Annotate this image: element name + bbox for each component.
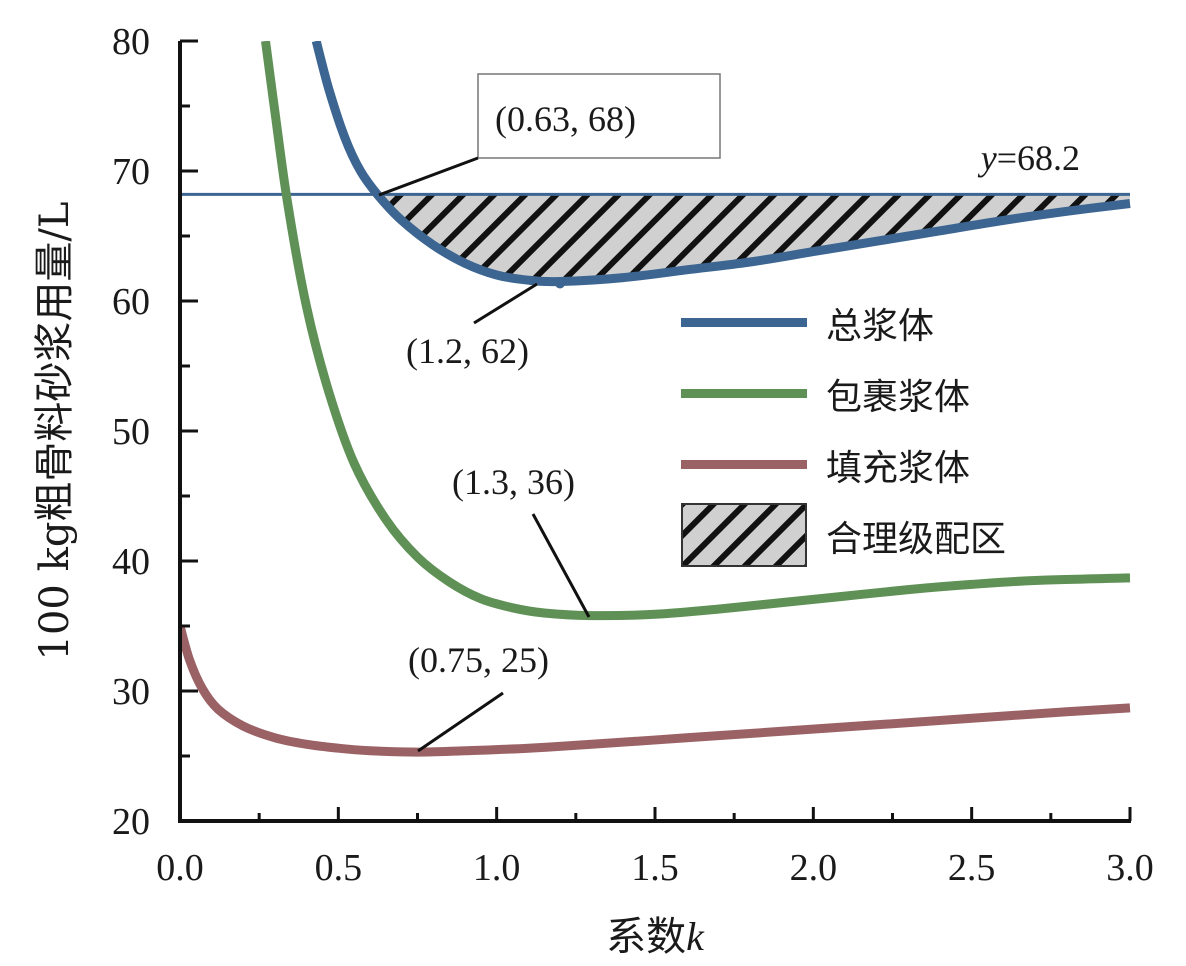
legend-item-reasonable-region: 合理级配区 — [681, 503, 1006, 567]
series-layer — [180, 41, 1131, 757]
annotation-leader-1-2-62 — [473, 282, 538, 325]
y-tick-labels: 20 30 40 50 60 70 80 — [112, 21, 150, 843]
y-tick-label: 20 — [112, 801, 150, 843]
x-tick-label: 1.0 — [473, 847, 521, 889]
x-tick-label: 3.0 — [1106, 847, 1154, 889]
legend: 总浆体 包裹浆体 填充浆体 合理级配区 — [681, 306, 1006, 567]
reference-line-label: y=68.2 — [978, 138, 1080, 178]
annotations: (0.63, 68) (1.2, 62) (1.3, 36) (0.75, 25… — [378, 73, 721, 753]
legend-swatch-filling-paste — [681, 460, 807, 469]
y-tick-label: 60 — [112, 281, 150, 323]
x-tick-label: 0.5 — [315, 847, 363, 889]
y-axis-title: 100 kg粗骨料砂浆用量/L — [32, 202, 78, 661]
legend-label-reasonable-region: 合理级配区 — [826, 519, 1006, 560]
x-tick-label: 0.0 — [156, 847, 204, 889]
annotation-label-1-2-62: (1.2, 62) — [406, 331, 529, 371]
x-tick-labels: 0.0 0.5 1.0 1.5 2.0 2.5 3.0 — [156, 847, 1154, 889]
legend-swatch-total-paste — [681, 318, 807, 327]
annotation-label-0-75-25: (0.75, 25) — [408, 640, 549, 680]
annotation-leader-1-3-36 — [531, 513, 591, 618]
series-line-total-paste — [311, 41, 1131, 287]
y-tick-label: 70 — [112, 151, 150, 193]
annotation-box-0-63-68 — [477, 73, 721, 159]
legend-swatch-coating-paste — [681, 389, 807, 398]
legend-item-filling-paste: 填充浆体 — [681, 448, 970, 489]
minimum-point-marker — [555, 278, 565, 289]
y-tick-label: 50 — [112, 411, 150, 453]
y-tick-label: 40 — [112, 541, 150, 583]
axes — [178, 39, 1132, 823]
series-line-coating-paste — [261, 41, 1131, 621]
reasonable-gradation-region — [379, 194, 1130, 282]
legend-label-coating-paste: 包裹浆体 — [826, 377, 970, 418]
annotation-label-0-63-68: (0.63, 68) — [495, 99, 636, 139]
y-ticks — [180, 39, 198, 823]
x-tick-label: 1.5 — [631, 847, 679, 889]
x-ticks — [178, 807, 1132, 821]
annotation-label-1-3-36: (1.3, 36) — [452, 462, 575, 502]
y-tick-label: 80 — [112, 21, 150, 63]
legend-label-filling-paste: 填充浆体 — [826, 448, 970, 489]
legend-label-total-paste: 总浆体 — [826, 306, 934, 347]
plot-area — [180, 41, 1131, 757]
legend-swatch-reasonable-region — [681, 503, 807, 567]
y-tick-label: 30 — [112, 671, 150, 713]
x-tick-label: 2.5 — [948, 847, 996, 889]
series-line-filling-paste — [180, 624, 1131, 757]
legend-item-coating-paste: 包裹浆体 — [681, 377, 970, 418]
x-axis-title: 系数k — [606, 914, 705, 960]
annotation-leader-0-63-68 — [378, 156, 479, 197]
x-tick-label: 2.0 — [790, 847, 838, 889]
legend-item-total-paste: 总浆体 — [681, 306, 934, 347]
annotation-leader-0-75-25 — [417, 691, 504, 753]
